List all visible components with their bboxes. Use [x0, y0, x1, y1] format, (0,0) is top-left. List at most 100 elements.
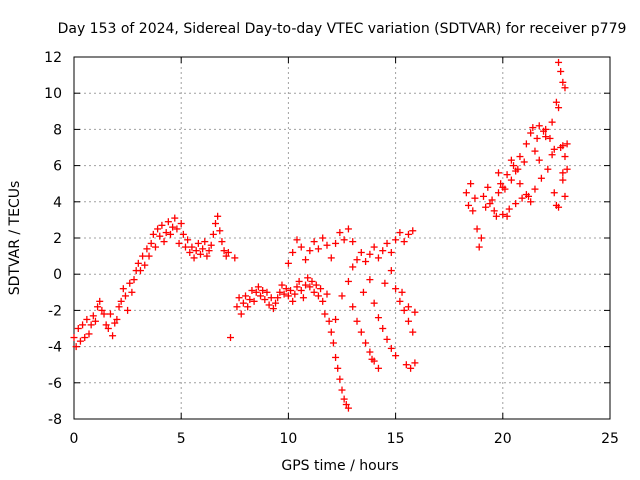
data-point	[467, 180, 475, 188]
data-point	[383, 239, 391, 247]
data-point	[357, 328, 365, 336]
data-point	[548, 118, 556, 126]
data-point	[289, 248, 297, 256]
y-tick-label: -2	[48, 303, 62, 319]
data-point	[516, 180, 524, 188]
data-point	[102, 321, 110, 329]
data-point	[289, 297, 297, 305]
data-point	[357, 248, 365, 256]
data-point	[495, 189, 503, 197]
data-point	[81, 334, 89, 342]
data-point	[297, 243, 305, 251]
data-point	[171, 214, 179, 222]
data-point	[404, 230, 412, 238]
data-point	[72, 343, 80, 351]
data-point	[323, 290, 331, 298]
data-point	[548, 151, 556, 159]
data-point	[216, 227, 224, 235]
data-point	[336, 375, 344, 383]
data-point	[475, 243, 483, 251]
data-point	[379, 247, 387, 255]
data-point	[550, 189, 558, 197]
data-point	[499, 210, 507, 218]
data-point	[214, 212, 222, 220]
data-point	[359, 288, 367, 296]
data-point	[325, 317, 333, 325]
data-point	[156, 232, 164, 240]
data-point	[411, 308, 419, 316]
y-tick-label: 2	[53, 231, 62, 247]
data-point	[284, 292, 292, 300]
data-point	[267, 294, 275, 302]
data-point	[173, 225, 181, 233]
grid	[74, 57, 610, 419]
data-point	[151, 243, 159, 251]
data-point	[542, 125, 550, 133]
data-point	[188, 243, 196, 251]
data-point	[482, 203, 490, 211]
data-point	[162, 229, 170, 237]
data-point	[83, 315, 91, 323]
data-point	[308, 277, 316, 285]
data-point	[503, 171, 511, 179]
data-point	[344, 277, 352, 285]
data-point	[76, 337, 84, 345]
data-point	[561, 192, 569, 200]
data-point	[222, 252, 230, 260]
data-point	[477, 234, 485, 242]
data-point	[533, 134, 541, 142]
data-point	[374, 314, 382, 322]
data-point	[396, 297, 404, 305]
data-point	[344, 225, 352, 233]
data-point	[310, 238, 318, 246]
data-point	[160, 238, 168, 246]
data-point	[486, 200, 494, 208]
data-point	[374, 364, 382, 372]
data-point	[546, 134, 554, 142]
data-point	[402, 361, 410, 369]
data-point	[94, 303, 102, 311]
data-point	[231, 254, 239, 262]
data-point	[74, 325, 82, 332]
data-point	[261, 296, 269, 304]
data-point	[184, 236, 192, 244]
data-point	[349, 303, 357, 311]
data-point	[332, 353, 340, 361]
data-point	[111, 319, 119, 327]
y-tick-label: -6	[48, 376, 62, 392]
data-point	[70, 334, 78, 342]
data-point	[252, 288, 260, 296]
data-point	[115, 303, 123, 311]
data-point	[462, 189, 470, 197]
data-point	[239, 299, 247, 307]
data-point	[139, 252, 147, 260]
data-point	[396, 229, 404, 237]
data-point	[306, 247, 314, 255]
data-point	[113, 315, 121, 323]
data-point	[366, 250, 374, 258]
x-axis-label: GPS time / hours	[281, 458, 398, 474]
data-point	[561, 84, 569, 92]
data-point	[392, 236, 400, 244]
data-point	[158, 221, 166, 229]
data-point	[218, 238, 226, 246]
data-point	[329, 339, 337, 347]
data-point	[192, 247, 200, 255]
data-point	[282, 285, 290, 293]
y-tick-label: -4	[48, 340, 62, 356]
data-point	[287, 286, 295, 294]
data-point	[145, 252, 153, 260]
data-point	[349, 238, 357, 246]
data-point	[291, 290, 299, 298]
data-point	[179, 230, 187, 238]
data-point	[368, 355, 376, 363]
data-point	[169, 223, 177, 231]
data-point	[362, 339, 370, 347]
data-point	[353, 256, 361, 264]
data-points	[70, 58, 571, 412]
data-point	[469, 207, 477, 215]
data-point	[274, 294, 282, 302]
data-point	[340, 395, 348, 403]
data-point	[190, 254, 198, 262]
data-point	[542, 133, 550, 141]
